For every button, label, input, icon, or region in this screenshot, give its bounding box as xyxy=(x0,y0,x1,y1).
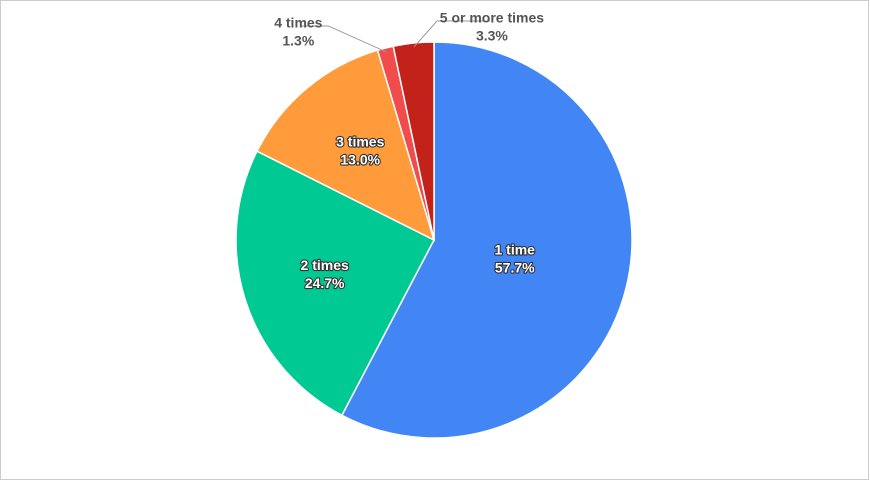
slice-value-label: 1.3% xyxy=(282,33,314,49)
slice-label: 2 times xyxy=(301,257,349,273)
pie-slice xyxy=(256,49,436,242)
slice-value-label: 13.0% xyxy=(340,152,380,168)
pie-slice xyxy=(235,150,436,417)
slice-label: 5 or more times xyxy=(440,10,544,26)
slice-value-label: 3.3% xyxy=(476,28,508,44)
slice-label: 1 time xyxy=(495,242,536,258)
slice-value-label: 57.7% xyxy=(495,260,535,276)
slice-label: 3 times xyxy=(336,134,384,150)
slice-value-label: 24.7% xyxy=(305,275,345,291)
pie-slice xyxy=(340,41,633,439)
leader-line xyxy=(413,20,490,48)
pie-slice xyxy=(392,41,435,241)
leader-line xyxy=(300,25,387,53)
slice-label: 4 times xyxy=(274,15,322,31)
